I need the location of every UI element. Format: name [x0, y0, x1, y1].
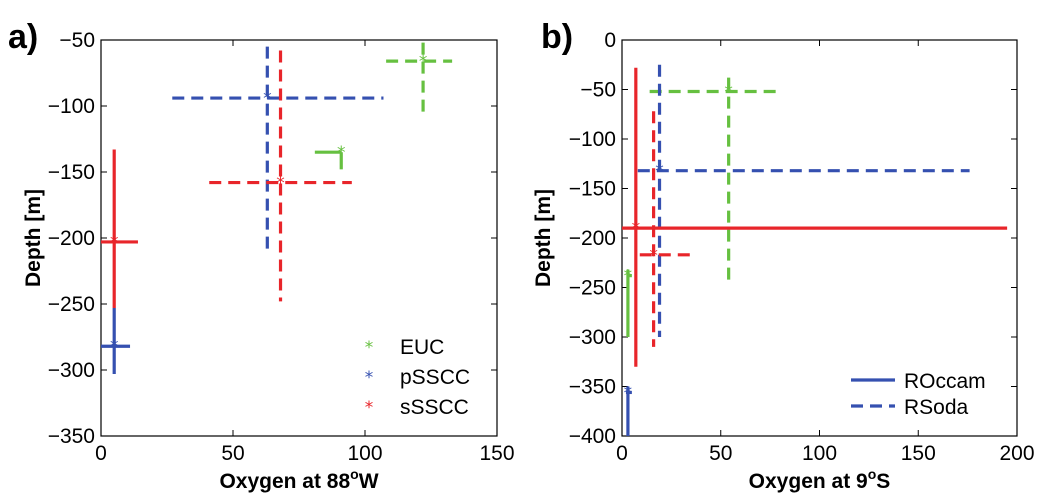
euc-rsoda-point: * — [724, 82, 733, 102]
y-tick-label: −150 — [48, 161, 95, 184]
y-tick-label: −100 — [569, 128, 616, 151]
panel-label: b) — [541, 18, 573, 56]
psscc-roccam-point: * — [624, 383, 633, 403]
ssscc-rsoda-point: * — [649, 246, 658, 266]
euc-roccam-point: * — [337, 143, 346, 163]
y-axis-title: Depth [m] — [22, 189, 45, 287]
y-tick-label: 0 — [604, 29, 616, 52]
legend-marker: * — [365, 368, 374, 388]
x-tick-label: 50 — [709, 442, 732, 465]
y-tick-label: −100 — [48, 95, 95, 118]
y-tick-label: −250 — [569, 277, 616, 300]
legend-marker: * — [365, 398, 374, 418]
x-tick-label: 200 — [999, 442, 1034, 465]
y-tick-label: −50 — [580, 79, 616, 102]
x-tick-label: 150 — [479, 442, 514, 465]
ssscc-rsoda-point: * — [276, 174, 285, 194]
psscc-roccam-point: * — [110, 337, 119, 357]
x-tick-label: 0 — [95, 442, 107, 465]
x-tick-label: 100 — [347, 442, 382, 465]
y-tick-label: −300 — [48, 359, 95, 382]
euc-rsoda-point: * — [419, 52, 428, 72]
legend-label: EUC — [400, 336, 444, 359]
legend-label: sSSCC — [400, 396, 469, 419]
ssscc-roccam-point: * — [110, 233, 119, 253]
euc-roccam-point: * — [624, 267, 633, 287]
y-tick-label: −400 — [569, 425, 616, 448]
legend-label: ROccam — [904, 370, 986, 393]
psscc-rsoda-point: * — [263, 89, 272, 109]
x-axis-title: Oxygen at 88oW — [219, 466, 378, 493]
legend-marker: * — [365, 338, 374, 358]
x-tick-label: 150 — [901, 442, 936, 465]
x-tick-label: 0 — [616, 442, 628, 465]
y-tick-label: −150 — [569, 178, 616, 201]
panel-label: a) — [8, 18, 38, 56]
y-tick-label: −300 — [569, 326, 616, 349]
panel-a: 0 50 100 150 −50 −100 −150 −200 −250 −300 −350 Oxyg… — [8, 18, 515, 493]
y-tick-label: −350 — [569, 376, 616, 399]
legend-label: RSoda — [904, 396, 969, 419]
y-tick-label: −200 — [48, 227, 95, 250]
x-tick-label: 100 — [802, 442, 837, 465]
x-axis-title: Oxygen at 9oS — [749, 466, 891, 493]
x-tick-label: 50 — [221, 442, 244, 465]
y-tick-label: −250 — [48, 293, 95, 316]
y-tick-label: −200 — [569, 227, 616, 250]
y-tick-label: −350 — [48, 425, 95, 448]
ssscc-roccam-point: * — [632, 219, 641, 239]
y-axis-title: Depth [m] — [532, 189, 555, 287]
y-tick-label: −50 — [59, 29, 95, 52]
legend-label: pSSCC — [400, 366, 470, 389]
psscc-rsoda-point: * — [655, 162, 664, 182]
panel-b: 0 50 100 150 200 0 −50 −100 −150 −200 −250 −300 −350… — [532, 18, 1035, 493]
